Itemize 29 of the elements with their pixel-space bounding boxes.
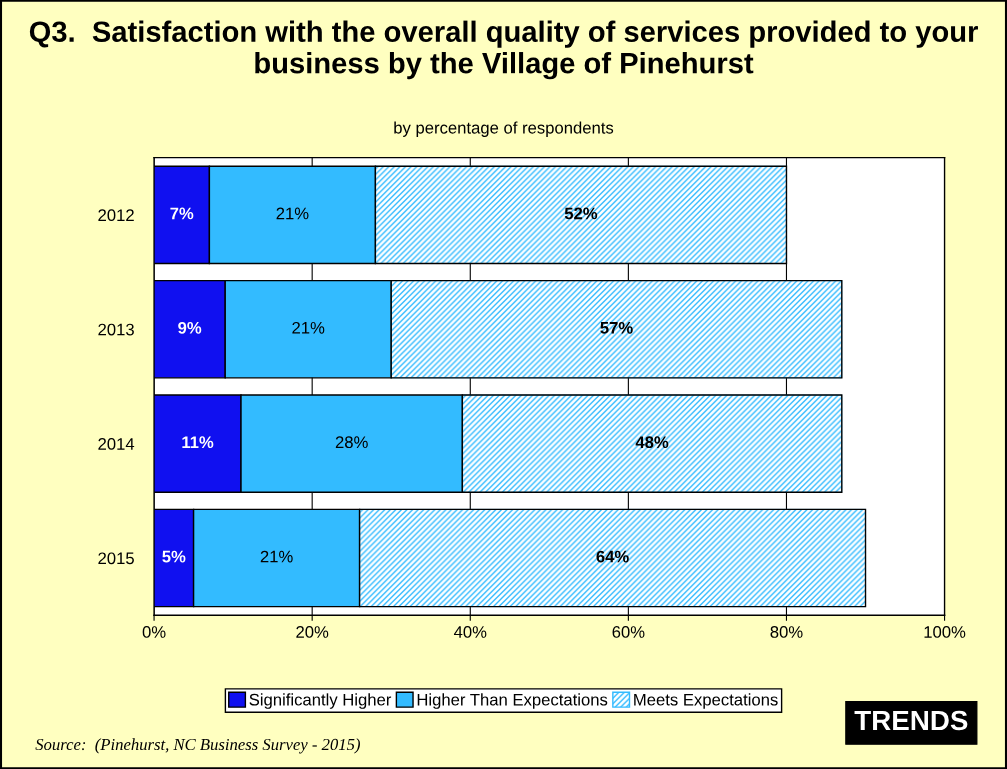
y-tick-label: 2013	[98, 323, 134, 336]
legend-label: Significantly Higher	[249, 693, 392, 709]
source-note: Source: (Pinehurst, NC Business Survey - 2015)	[35, 738, 360, 754]
x-tick-label: 100%	[924, 626, 966, 638]
data-label: 21%	[292, 321, 325, 334]
data-label: 11%	[182, 436, 214, 449]
data-label: 7%	[170, 207, 194, 220]
x-tick-label: 40%	[453, 626, 487, 638]
data-label: 9%	[178, 321, 202, 334]
x-tick-label: 0%	[142, 626, 166, 638]
text: TRENDS	[854, 710, 968, 731]
x-tick-label: 60%	[612, 626, 645, 638]
chart-title: Q3. Satisfaction with the overall quality of services provided to your business by the Village of Pinehurst	[29, 20, 978, 80]
data-label: 21%	[260, 550, 293, 563]
data-label: 21%	[276, 207, 309, 220]
x-tick-label: 20%	[296, 626, 329, 638]
data-label: 57%	[600, 321, 633, 334]
data-label: 52%	[564, 207, 598, 220]
data-label: 48%	[635, 436, 669, 449]
y-tick-label: 2014	[98, 438, 135, 450]
y-tick-label: 2012	[98, 209, 134, 222]
data-label: 5%	[162, 550, 186, 563]
y-tick-label: 2015	[98, 552, 134, 565]
legend-label: Meets Expectations	[634, 693, 778, 709]
x-tick-label: 80%	[770, 626, 803, 638]
chart-subtitle: by percentage of respondents	[394, 121, 614, 137]
data-label: 28%	[335, 436, 368, 449]
legend-label: Higher Than Expectations	[417, 693, 608, 709]
data-label: 64%	[596, 550, 629, 563]
